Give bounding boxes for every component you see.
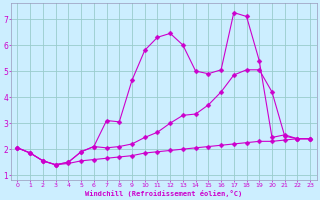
X-axis label: Windchill (Refroidissement éolien,°C): Windchill (Refroidissement éolien,°C) (85, 190, 243, 197)
